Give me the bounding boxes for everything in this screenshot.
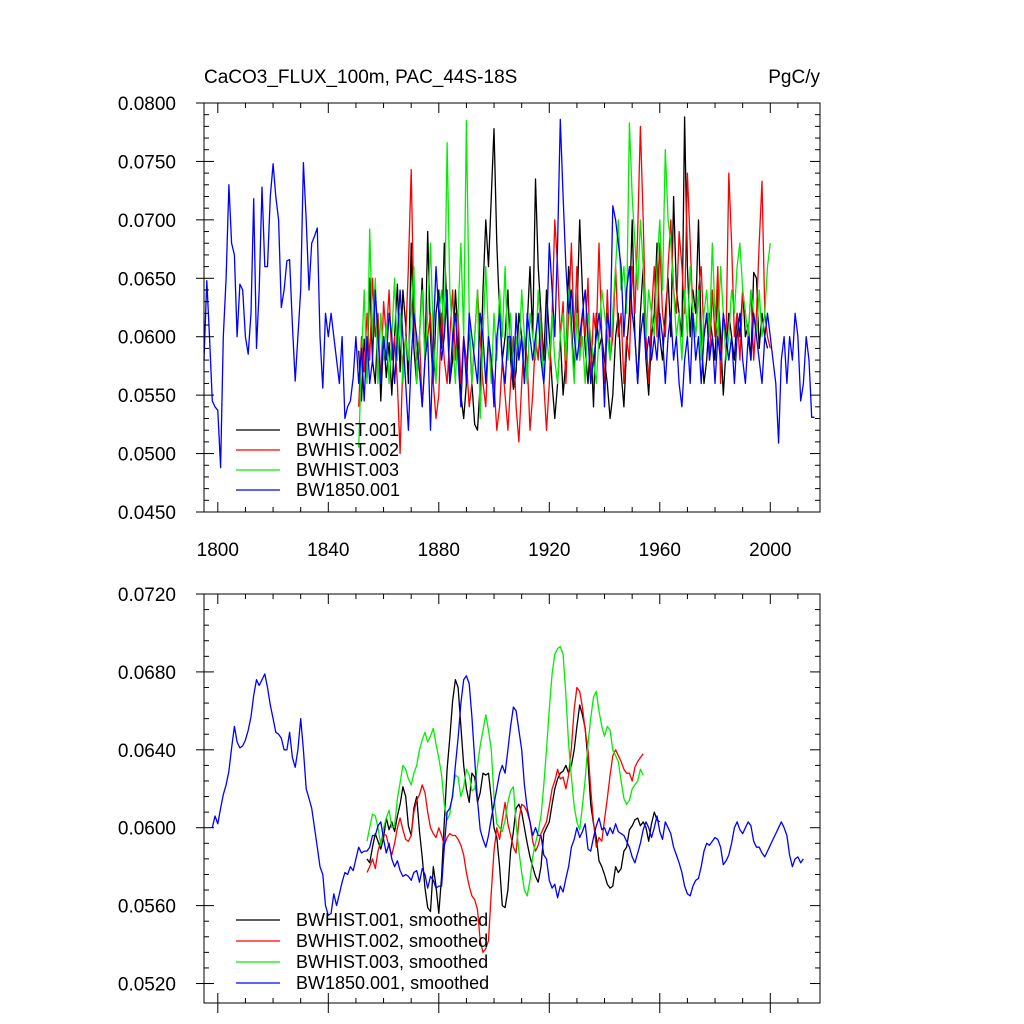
top-legend-label: BWHIST.002 bbox=[296, 440, 399, 460]
bottom-y-tick-label: 0.0600 bbox=[118, 819, 176, 840]
bottom-y-tick-label: 0.0720 bbox=[118, 585, 176, 606]
bottom-panel-frame bbox=[203, 593, 821, 1004]
top-x-tick-label: 1840 bbox=[307, 540, 349, 561]
bottom-legend-label: BWHIST.002, smoothed bbox=[296, 931, 488, 951]
top-y-tick-label: 0.0700 bbox=[118, 211, 176, 232]
top-panel-ticks: 1800 1840 1880 1920 1960 2000 0.0450 0.0500 0.05… bbox=[118, 94, 820, 561]
top-series-line-4 bbox=[203, 118, 815, 469]
bottom-y-tick-label: 0.0680 bbox=[118, 663, 176, 684]
bottom-series-line-3 bbox=[366, 645, 644, 897]
top-y-tick-label: 0.0800 bbox=[118, 94, 176, 115]
top-panel-frame bbox=[203, 102, 821, 513]
bottom-legend-label: BWHIST.003, smoothed bbox=[296, 952, 488, 972]
top-x-tick-label: 1960 bbox=[639, 540, 681, 561]
top-legend-label: BWHIST.001 bbox=[296, 420, 399, 440]
top-y-tick-label: 0.0600 bbox=[118, 328, 176, 349]
top-x-tick-label: 1880 bbox=[418, 540, 460, 561]
bottom-series-line-4 bbox=[211, 673, 804, 917]
top-panel-units: PgC/y bbox=[768, 67, 820, 88]
bottom-y-tick-label: 0.0560 bbox=[118, 897, 176, 918]
top-y-tick-label: 0.0650 bbox=[118, 269, 176, 290]
top-panel-title: CaCO3_FLUX_100m, PAC_44S-18S bbox=[204, 67, 517, 88]
bottom-panel-series bbox=[211, 645, 804, 954]
top-series-line-3 bbox=[358, 119, 771, 448]
bottom-series-line-2 bbox=[366, 686, 644, 954]
top-x-tick-label: 1800 bbox=[197, 540, 239, 561]
top-y-tick-label: 0.0750 bbox=[118, 152, 176, 173]
top-y-tick-label: 0.0450 bbox=[118, 503, 176, 524]
top-panel: CaCO3_FLUX_100m, PAC_44S-18S PgC/y 1800 1… bbox=[118, 67, 821, 561]
bottom-legend-label: BW1850.001, smoothed bbox=[296, 973, 489, 993]
top-panel-series bbox=[203, 116, 815, 469]
top-y-tick-label: 0.0550 bbox=[118, 386, 176, 407]
bottom-legend-label: BWHIST.001, smoothed bbox=[296, 910, 488, 930]
bottom-panel: 0.0520 0.0560 0.0600 0.0640 0.0680 0.0720 BWH… bbox=[118, 585, 821, 1013]
top-legend-label: BWHIST.003 bbox=[296, 460, 399, 480]
top-y-tick-label: 0.0500 bbox=[118, 445, 176, 466]
top-x-tick-label: 1920 bbox=[528, 540, 570, 561]
bottom-series-line-1 bbox=[366, 679, 661, 915]
top-legend-label: BW1850.001 bbox=[296, 480, 400, 500]
top-x-tick-label: 2000 bbox=[749, 540, 791, 561]
bottom-y-tick-label: 0.0640 bbox=[118, 741, 176, 762]
top-series-line-1 bbox=[358, 116, 769, 431]
bottom-y-tick-label: 0.0520 bbox=[118, 975, 176, 996]
bottom-panel-ticks: 0.0520 0.0560 0.0600 0.0640 0.0680 0.0720 bbox=[118, 585, 820, 1013]
